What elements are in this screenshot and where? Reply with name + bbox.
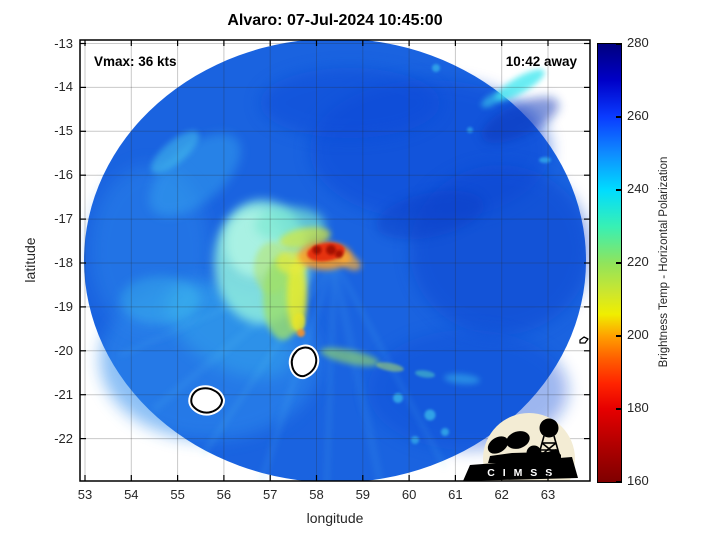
island-reunion (188, 385, 225, 416)
colorbar-tick-label: 280 (627, 35, 649, 50)
colorbar-tick-mark (616, 262, 621, 264)
y-tick-label: -21 (54, 386, 73, 402)
y-tick-label: -18 (54, 255, 73, 270)
chart-title: Alvaro: 07-Jul-2024 10:45:00 (227, 12, 443, 29)
y-tick-label: -19 (54, 298, 73, 314)
x-tick-label: 62 (494, 487, 509, 502)
colorbar-tick-label: 240 (627, 181, 649, 196)
y-tick-label: -13 (54, 35, 73, 51)
colorbar-tick-mark (616, 408, 621, 410)
vmax-annotation: Vmax: 36 kts (94, 54, 177, 69)
x-tick-label: 60 (401, 487, 417, 502)
colorbar-tick-mark (616, 335, 621, 337)
colorbar-tick-label: 180 (627, 400, 649, 415)
colorbar-tick-label: 220 (627, 254, 649, 269)
colorbar-tick-mark (616, 481, 621, 483)
x-tick-label: 53 (77, 487, 93, 502)
plot-border (79, 39, 591, 482)
colorbar-tick-label: 160 (627, 473, 649, 488)
logo-banner (463, 457, 578, 481)
y-tick-label: -16 (54, 167, 73, 183)
x-tick-label: 63 (540, 487, 556, 502)
x-tick-label: 54 (124, 487, 139, 502)
x-tick-label: 59 (355, 487, 371, 502)
x-tick-label: 55 (170, 487, 185, 502)
time-away-annotation: 10:42 away (505, 54, 577, 69)
y-tick-label: -22 (54, 430, 73, 446)
y-tick-label: -20 (54, 342, 73, 358)
x-tick-label: 56 (216, 487, 232, 502)
colorbar-tick-mark (616, 43, 621, 45)
axis-ticks (80, 40, 590, 481)
island-mauritius (288, 344, 320, 380)
logo-text: C I M S S (487, 467, 554, 479)
y-tick-label: -14 (54, 79, 73, 95)
colorbar-tick-label: 200 (627, 327, 649, 342)
grid (80, 40, 590, 481)
x-tick-label: 61 (448, 487, 463, 502)
colorbar (597, 43, 622, 483)
colorbar-tick-label: 260 (627, 108, 649, 123)
y-axis-label: latitude (22, 237, 38, 283)
x-tick-label: 58 (309, 487, 324, 502)
x-axis-label: longitude (306, 510, 364, 526)
island-contours (188, 335, 590, 416)
colorbar-title: Brightness Temp - Horizontal Polarizatio… (658, 156, 670, 368)
island-rodrigues (578, 335, 590, 345)
colorbar-tick-mark (616, 116, 621, 118)
cimss-logo: C I M S S (463, 413, 578, 481)
colorbar-tick-mark (616, 189, 621, 191)
x-tick-label: 57 (262, 487, 278, 502)
y-tick-label: -17 (54, 211, 73, 227)
y-tick-label: -15 (54, 123, 73, 139)
